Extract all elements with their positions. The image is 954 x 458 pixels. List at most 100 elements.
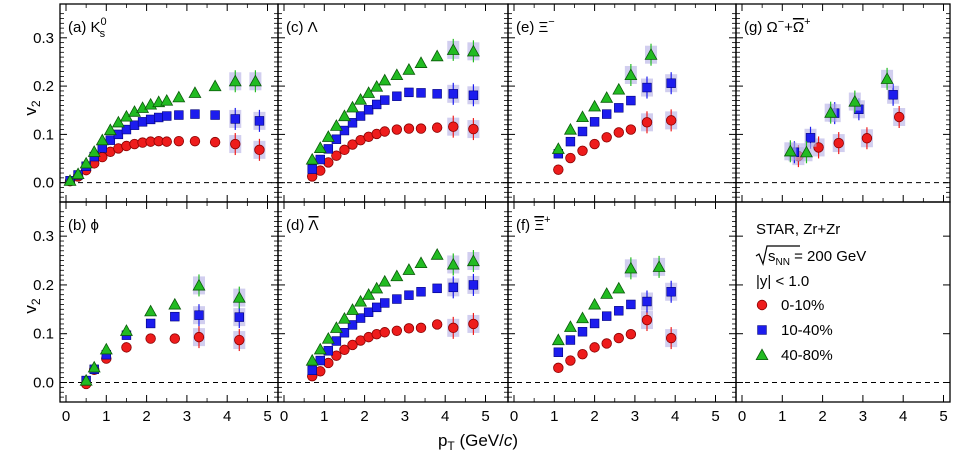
data-point: [414, 56, 428, 68]
x-tick-label: 0: [510, 408, 518, 425]
data-point: [824, 106, 838, 118]
data-point: [313, 141, 327, 153]
data-point: [446, 43, 460, 55]
x-tick-label: 4: [671, 408, 679, 425]
data-point: [362, 86, 376, 98]
y-tick-label: 0.3: [33, 30, 54, 47]
panel-label: (a) K0 s: [68, 16, 107, 40]
series-40-80%: [551, 43, 658, 154]
data-point: [468, 90, 479, 100]
data-point: [613, 127, 624, 138]
y-tick-label: 0.1: [33, 326, 54, 343]
data-point: [614, 306, 624, 316]
data-point: [553, 347, 564, 357]
data-point: [329, 321, 343, 333]
data-point: [642, 296, 652, 307]
data-point: [665, 115, 677, 126]
panel-a: 0.0 0.1 0.2 0.3 (a) K0 s: [33, 3, 279, 203]
data-point: [577, 348, 588, 360]
data-point: [468, 280, 479, 290]
data-point: [71, 167, 85, 180]
data-point: [888, 90, 898, 100]
series-0-10%: [553, 309, 678, 374]
series-40-80%: [79, 274, 246, 386]
data-point: [614, 103, 624, 113]
data-point: [805, 133, 816, 143]
legend-energy: sNN = 200 GeV: [755, 245, 866, 268]
x-tick-label: 4: [899, 408, 907, 425]
data-point: [193, 331, 205, 343]
data-point: [468, 123, 479, 135]
legend-label: 10-40%: [781, 322, 833, 339]
data-point: [323, 357, 334, 369]
data-point: [589, 138, 600, 150]
data-point: [652, 260, 666, 272]
data-point: [644, 48, 658, 60]
x-tick-label: 1: [778, 408, 786, 425]
data-point: [321, 331, 335, 344]
panel-label: (b) ϕ: [68, 217, 99, 234]
data-point: [848, 94, 862, 107]
data-point: [626, 95, 636, 106]
data-point: [371, 99, 382, 110]
data-point: [589, 117, 600, 127]
data-point: [170, 311, 180, 322]
x-tick-label: 1: [320, 408, 328, 425]
data-point: [307, 365, 317, 375]
data-point: [208, 79, 222, 92]
y-tick-label: 0.0: [33, 175, 54, 192]
data-point: [612, 82, 626, 95]
data-point: [565, 335, 576, 345]
data-point: [315, 366, 326, 377]
data-point: [329, 119, 343, 131]
data-point: [601, 109, 612, 119]
data-point: [172, 90, 186, 103]
data-point: [563, 320, 577, 332]
data-point: [87, 145, 101, 157]
legend-marker: [756, 299, 768, 311]
data-point: [371, 302, 382, 313]
legend-panel: STAR, Zr+Zr sNN = 200 GeV |y| < 1.0 0-10% 10…: [735, 201, 951, 403]
x-tick-label: 3: [401, 408, 409, 425]
data-point: [415, 322, 427, 334]
data-point: [431, 122, 443, 133]
data-point: [392, 91, 402, 101]
data-point: [551, 142, 565, 154]
data-point: [624, 261, 638, 274]
data-point: [893, 111, 905, 123]
data-point: [169, 333, 181, 344]
data-point: [833, 137, 844, 149]
data-point: [190, 109, 200, 119]
data-point: [861, 133, 873, 144]
panel-label: (d) Λ: [286, 217, 319, 234]
data-point: [161, 136, 172, 147]
x-tick-label: 5: [263, 408, 271, 425]
data-point: [665, 332, 677, 344]
data-point: [446, 257, 460, 270]
data-point: [551, 333, 565, 346]
data-point: [354, 294, 368, 307]
data-point: [390, 269, 404, 282]
data-point: [254, 144, 265, 156]
data-point: [337, 311, 351, 324]
x-tick-label: 2: [590, 408, 598, 425]
panel-frame: [735, 201, 951, 403]
data-point: [331, 350, 342, 361]
data-point: [402, 263, 416, 275]
x-tick-label: 1: [550, 408, 558, 425]
data-point: [331, 150, 342, 161]
data-point: [346, 303, 359, 315]
x-tick-label: 3: [183, 408, 191, 425]
data-point: [315, 165, 326, 176]
data-point: [391, 124, 403, 135]
legend-experiment: STAR, Zr+Zr: [756, 221, 840, 238]
x-tick-label: 1: [102, 408, 110, 425]
x-tick-label: 5: [939, 408, 947, 425]
data-point: [588, 99, 602, 112]
x-tick-label: 2: [818, 408, 826, 425]
y-axis-title: v2: [21, 298, 43, 314]
data-point: [565, 152, 576, 164]
series-10-40%: [307, 82, 480, 174]
series-40-80%: [551, 255, 666, 346]
data-point: [347, 320, 358, 330]
